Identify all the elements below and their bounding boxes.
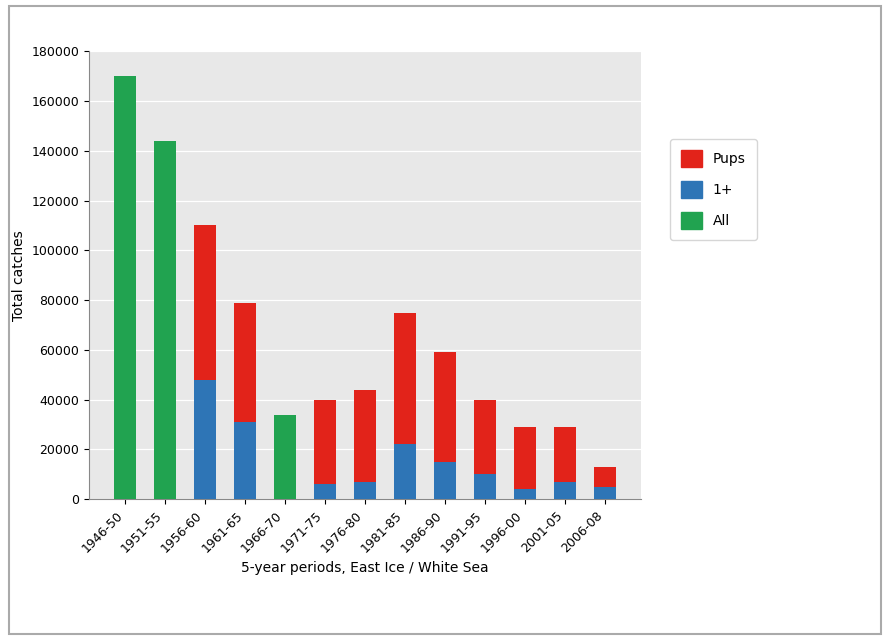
Legend: Pups, 1+, All: Pups, 1+, All — [670, 139, 756, 239]
Bar — [234, 422, 256, 499]
Bar — [194, 380, 216, 499]
Bar — [354, 390, 376, 482]
Bar — [154, 141, 176, 499]
Bar — [594, 467, 616, 487]
Bar — [314, 484, 336, 499]
Bar — [554, 482, 576, 499]
Bar — [473, 474, 496, 499]
X-axis label: 5-year periods, East Ice / White Sea: 5-year periods, East Ice / White Sea — [241, 561, 489, 575]
Bar — [314, 399, 336, 484]
Bar — [354, 482, 376, 499]
Bar — [394, 312, 416, 444]
Bar — [554, 427, 576, 482]
Bar — [594, 487, 616, 499]
Bar — [394, 444, 416, 499]
Bar — [274, 415, 296, 499]
Y-axis label: Total catches: Total catches — [12, 230, 26, 321]
Bar — [433, 462, 456, 499]
Bar — [114, 76, 136, 499]
Bar — [194, 225, 216, 380]
Bar — [234, 303, 256, 422]
Bar — [473, 399, 496, 474]
Bar — [514, 489, 536, 499]
Bar — [433, 353, 456, 462]
Bar — [514, 427, 536, 489]
